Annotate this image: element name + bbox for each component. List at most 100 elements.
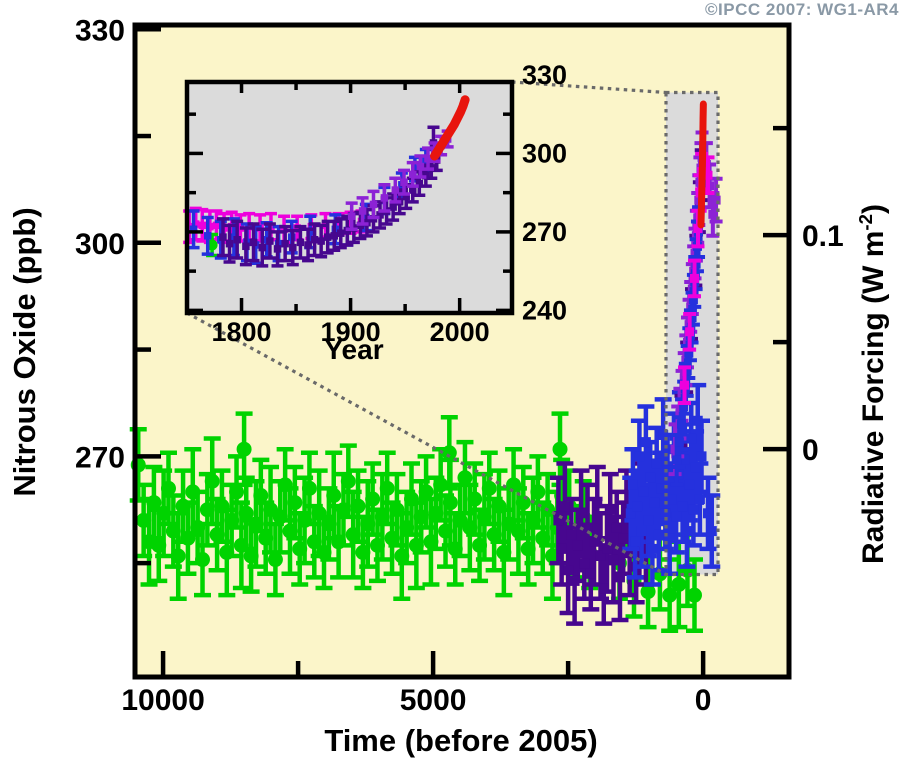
data-point	[292, 541, 308, 557]
data-point	[180, 530, 196, 546]
data-point	[323, 233, 332, 241]
x-axis-title: Time (before 2005)	[324, 723, 598, 758]
data-point	[706, 526, 717, 537]
data-point	[679, 402, 689, 412]
tick-label: 270	[75, 441, 125, 474]
data-point	[682, 366, 692, 376]
data-point	[447, 541, 463, 557]
data-point	[520, 541, 536, 557]
data-point	[694, 494, 705, 505]
data-point	[624, 547, 635, 558]
data-point	[605, 504, 616, 515]
data-point	[415, 179, 424, 188]
data-point	[408, 537, 424, 553]
y-axis-title: Nitrous Oxide (ppb)	[7, 207, 42, 497]
data-point	[267, 552, 283, 568]
data-point	[677, 501, 688, 512]
data-point	[649, 497, 660, 508]
tick-label: 1900	[321, 317, 381, 347]
data-point	[672, 455, 682, 465]
data-point	[684, 348, 694, 358]
data-point	[687, 313, 697, 323]
data-point	[686, 587, 702, 603]
series-firn-violet	[345, 129, 454, 232]
data-point	[334, 220, 343, 228]
data-point	[632, 501, 643, 512]
data-point	[582, 522, 593, 533]
data-point	[467, 491, 483, 507]
data-point	[170, 548, 186, 564]
data-point	[411, 165, 419, 173]
data-point	[258, 243, 267, 252]
data-point	[242, 242, 250, 251]
data-point	[399, 520, 415, 536]
data-point	[335, 502, 351, 518]
data-point	[572, 540, 583, 551]
inset-chart: 1800 1900 2000 330 300 270 240	[183, 60, 567, 347]
data-point	[233, 537, 249, 553]
y2-axis-title-post: )	[857, 204, 890, 215]
data-point	[506, 477, 522, 493]
data-point	[272, 509, 288, 525]
data-point	[515, 495, 531, 511]
data-point	[535, 530, 551, 546]
watermark-credit: ©IPCC 2007: WG1-AR4	[705, 0, 899, 19]
data-point	[345, 527, 361, 543]
inset-x-axis-title: Year	[324, 334, 384, 365]
data-point	[711, 195, 721, 205]
zoom-connector-top	[511, 80, 667, 95]
data-point	[203, 232, 212, 240]
data-point	[214, 498, 230, 514]
data-point	[389, 203, 397, 211]
data-point	[684, 479, 695, 490]
data-point	[640, 584, 656, 600]
data-point	[146, 495, 162, 511]
data-point	[340, 473, 356, 489]
data-point	[510, 523, 526, 539]
data-point	[703, 170, 713, 180]
zoom-connector-bottom	[186, 311, 667, 576]
data-point	[481, 480, 497, 496]
data-point	[175, 498, 191, 514]
data-point	[347, 212, 356, 220]
data-point	[671, 511, 682, 522]
data-point	[391, 186, 400, 194]
data-point	[337, 229, 345, 237]
data-point	[400, 178, 408, 186]
data-point	[585, 568, 596, 579]
data-point	[296, 238, 305, 247]
tick-label: 1800	[211, 317, 271, 347]
data-point	[198, 221, 207, 230]
data-point	[281, 239, 289, 248]
data-point	[656, 483, 667, 494]
data-point	[433, 477, 449, 493]
data-point	[693, 224, 703, 234]
data-point	[658, 429, 669, 440]
data-point	[428, 505, 444, 521]
data-point	[579, 558, 590, 569]
data-point	[688, 504, 699, 515]
data-point	[316, 544, 332, 560]
data-point	[688, 295, 698, 305]
data-point	[638, 486, 649, 497]
zoom-link-layer	[186, 80, 720, 577]
main-axes: 10000 5000 0 330 300 270 0.1 0	[75, 14, 844, 717]
data-point	[355, 544, 371, 560]
data-point	[621, 501, 632, 512]
data-point	[277, 477, 293, 493]
data-point	[321, 516, 337, 532]
data-point	[191, 220, 200, 228]
tick-label: 330	[75, 14, 125, 47]
data-point	[394, 548, 410, 564]
data-point	[496, 544, 512, 560]
data-point	[204, 473, 220, 489]
data-point	[374, 509, 390, 525]
data-point	[689, 273, 699, 283]
data-point	[614, 572, 625, 583]
data-point	[249, 238, 258, 247]
data-point	[653, 529, 664, 540]
data-point	[486, 527, 502, 543]
data-point	[233, 235, 241, 244]
data-point	[647, 543, 658, 554]
